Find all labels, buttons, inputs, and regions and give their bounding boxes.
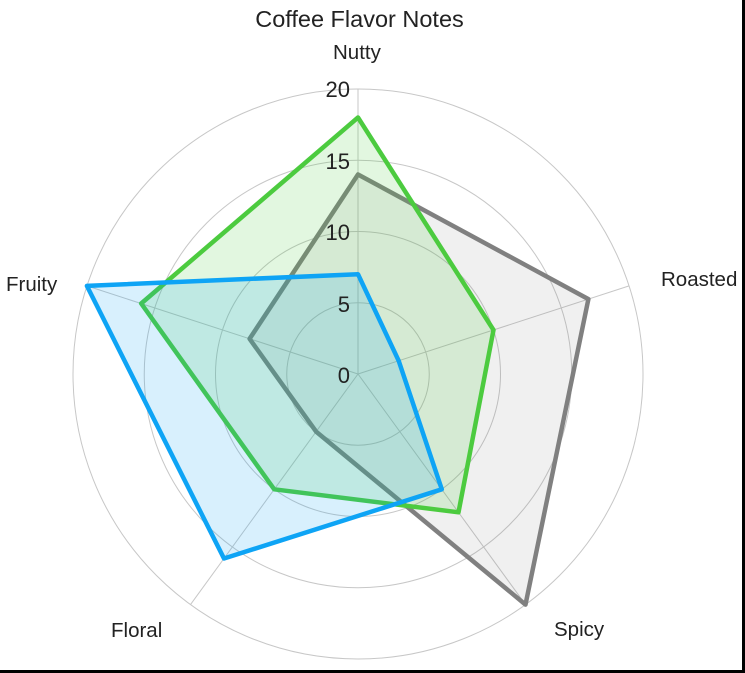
svg-text:15: 15 [326,149,350,174]
svg-text:10: 10 [326,220,350,245]
svg-text:0: 0 [338,363,350,388]
svg-text:5: 5 [338,292,350,317]
svg-text:20: 20 [326,77,350,102]
